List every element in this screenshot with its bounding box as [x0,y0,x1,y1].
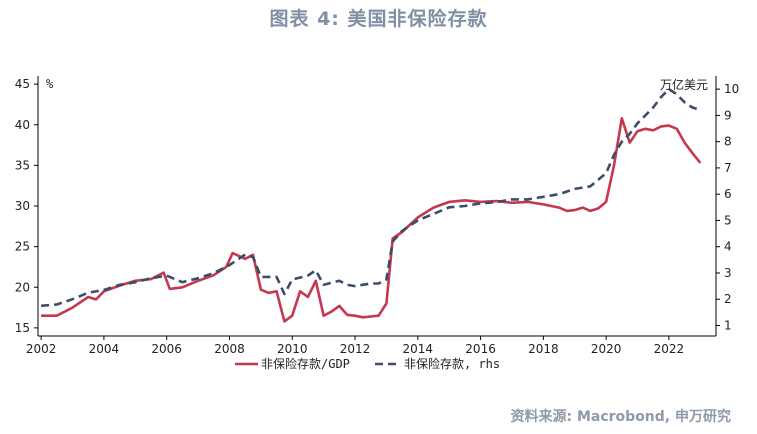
y-left-tick-label: 45 [15,77,30,91]
x-tick-label: 2002 [26,342,57,356]
chart-title: 图表 4: 美国非保险存款 [269,8,488,30]
y-right-tick-label: 3 [724,266,732,280]
series-line-deposits [40,87,701,308]
y-left-tick-label: 30 [15,199,30,213]
y-left-unit-label: % [46,77,54,91]
x-tick-label: 2014 [403,342,434,356]
y-right-tick-label: 6 [724,187,732,201]
y-left-tick-label: 35 [15,158,30,172]
y-left-tick-label: 15 [15,321,30,335]
x-tick-label: 2016 [465,342,496,356]
x-tick-label: 2006 [151,342,182,356]
y-left-tick-label: 20 [15,280,30,294]
y-left-tick-label: 40 [15,118,30,132]
x-tick-label: 2004 [89,342,120,356]
y-right-tick-label: 8 [724,135,732,149]
x-tick-label: 2008 [214,342,245,356]
x-tick-label: 2010 [277,342,308,356]
x-tick-label: 2022 [654,342,685,356]
y-right-tick-label: 1 [724,318,732,332]
x-tick-label: 2018 [528,342,559,356]
y-right-tick-label: 4 [724,240,732,254]
series-layer [40,87,702,323]
y-left-tick-label: 25 [15,240,30,254]
legend-label-deposits: 非保险存款, rhs [404,356,500,371]
y-right-tick-label: 5 [724,213,732,227]
y-right-tick-label: 7 [724,161,732,175]
y-right-tick-label: 2 [724,292,732,306]
x-tick-label: 2012 [340,342,371,356]
x-tick-label: 2020 [591,342,622,356]
series-line-ratio [41,117,702,323]
source-note: 资料来源: Macrobond, 申万研究 [510,409,732,425]
legend: 非保险存款/GDP 非保险存款, rhs [235,356,500,371]
y-right-unit-label: 万亿美元 [660,77,708,92]
legend-label-ratio: 非保险存款/GDP [261,356,350,371]
y-right-tick-label: 9 [724,108,732,122]
y-right-tick-label: 10 [724,82,739,96]
